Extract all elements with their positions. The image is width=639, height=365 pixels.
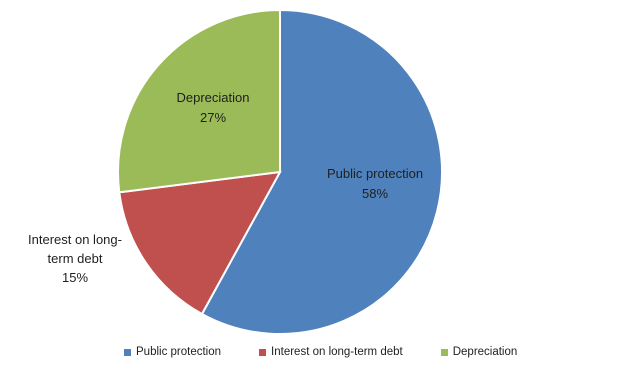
legend-label-public-protection: Public protection	[136, 346, 222, 358]
legend: Public protection Interest on long-term …	[124, 346, 517, 358]
legend-item-depreciation: Depreciation	[440, 346, 518, 358]
legend-label-depreciation: Depreciation	[452, 346, 518, 358]
legend-item-public-protection: Public protection	[124, 346, 221, 358]
pie-slice-public-protection	[200, 8, 444, 335]
legend-swatch-interest	[259, 348, 267, 356]
pie-slices	[117, 8, 444, 335]
data-label-interest-line1: Interest on long-	[28, 232, 122, 247]
legend-item-interest: Interest on long-term debt	[259, 346, 403, 358]
data-label-depreciation-value: 27%	[200, 110, 226, 125]
data-label-depreciation-name: Depreciation	[177, 90, 250, 105]
legend-label-interest: Interest on long-term debt	[271, 346, 403, 358]
data-label-public-protection-name: Public protection	[327, 166, 423, 181]
legend-swatch-depreciation	[440, 348, 448, 356]
pie-slice-interest-on-long-term-debt	[118, 170, 282, 316]
data-label-public-protection-value: 58%	[362, 186, 388, 201]
pie-slice-depreciation	[117, 8, 281, 194]
legend-swatch-public-protection	[124, 348, 131, 356]
data-label-interest-line2: term debt	[48, 251, 103, 266]
data-label-interest-value: 15%	[62, 270, 88, 285]
